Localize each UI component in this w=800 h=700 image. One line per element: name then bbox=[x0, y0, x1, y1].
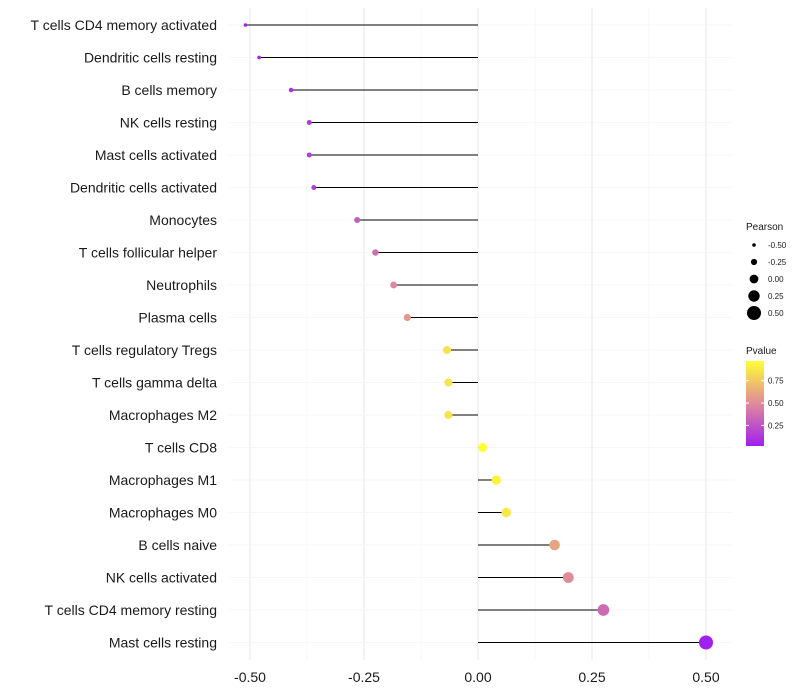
size-legend-label: 0.50 bbox=[768, 309, 784, 318]
data-point bbox=[478, 443, 488, 452]
category-label: B cells naive bbox=[138, 537, 217, 553]
data-point bbox=[597, 604, 610, 616]
x-tick-label: -0.50 bbox=[234, 669, 266, 685]
category-label: Mast cells activated bbox=[95, 147, 217, 163]
color-legend-label: 0.50 bbox=[768, 399, 784, 408]
data-point bbox=[354, 216, 361, 224]
data-point bbox=[390, 281, 398, 289]
color-legend-ticks: 0.25 0.50 0.75 bbox=[746, 377, 784, 430]
category-label: T cells CD4 memory activated bbox=[31, 17, 217, 33]
category-label: T cells gamma delta bbox=[92, 375, 217, 391]
data-point bbox=[699, 635, 713, 650]
stems-layer bbox=[245, 24, 706, 643]
category-label: Monocytes bbox=[149, 212, 217, 228]
x-tick-label: 0.00 bbox=[464, 669, 491, 685]
data-point bbox=[306, 120, 312, 125]
size-legend-label: 0.25 bbox=[768, 292, 784, 301]
size-legend-items: -0.50 -0.25 0.00 0.25 0.50 bbox=[747, 241, 787, 320]
data-point bbox=[444, 410, 453, 420]
data-point bbox=[549, 539, 560, 551]
data-point bbox=[257, 55, 262, 60]
data-point bbox=[311, 184, 317, 191]
x-tick-label: 0.50 bbox=[692, 669, 719, 685]
category-label: Dendritic cells activated bbox=[70, 180, 217, 196]
points-layer bbox=[243, 23, 713, 650]
data-point bbox=[306, 152, 312, 158]
category-label: T cells CD8 bbox=[145, 440, 217, 456]
x-tick-label: 0.25 bbox=[578, 669, 605, 685]
data-point bbox=[501, 507, 511, 518]
size-legend-title: Pearson bbox=[746, 222, 783, 233]
data-point bbox=[562, 572, 574, 583]
category-label: T cells regulatory Tregs bbox=[72, 342, 217, 358]
data-point bbox=[372, 249, 379, 256]
size-legend-dot bbox=[748, 290, 760, 302]
data-point bbox=[403, 313, 411, 322]
color-legend-label: 0.75 bbox=[768, 377, 784, 386]
color-legend: Pvalue 0.25 0.50 0.75 bbox=[746, 346, 784, 446]
category-label: Macrophages M0 bbox=[109, 505, 217, 521]
category-label: B cells memory bbox=[121, 82, 217, 98]
size-legend-label: 0.00 bbox=[768, 275, 784, 284]
size-legend-label: -0.25 bbox=[768, 258, 787, 267]
category-label: Macrophages M1 bbox=[109, 472, 217, 488]
size-legend-dot bbox=[747, 306, 761, 320]
size-legend-label: -0.50 bbox=[768, 241, 787, 250]
data-point bbox=[491, 475, 501, 485]
size-legend-dot bbox=[750, 258, 758, 266]
color-legend-label: 0.25 bbox=[768, 421, 784, 430]
size-legend-dot bbox=[752, 243, 756, 247]
x-axis-labels: -0.50 -0.25 0.00 0.25 0.50 bbox=[234, 669, 720, 685]
category-label: Plasma cells bbox=[138, 310, 217, 326]
category-label: NK cells resting bbox=[120, 115, 217, 131]
category-label: T cells CD4 memory resting bbox=[45, 602, 217, 618]
size-legend: Pearson -0.50 -0.25 0.00 0.25 0.50 bbox=[746, 222, 787, 320]
category-label: Neutrophils bbox=[146, 277, 217, 293]
x-tick-label: -0.25 bbox=[348, 669, 380, 685]
grid-layer bbox=[229, 8, 733, 660]
size-legend-dot bbox=[749, 274, 759, 284]
category-label: Dendritic cells resting bbox=[84, 50, 217, 66]
category-label: Macrophages M2 bbox=[109, 407, 217, 423]
y-axis-labels: T cells CD4 memory activated Dendritic ce… bbox=[31, 17, 218, 651]
category-label: T cells follicular helper bbox=[79, 245, 218, 261]
data-point bbox=[442, 345, 452, 355]
data-point bbox=[288, 87, 294, 93]
color-legend-title: Pvalue bbox=[746, 346, 777, 357]
color-legend-bar bbox=[746, 361, 764, 446]
category-label: NK cells activated bbox=[106, 570, 217, 586]
data-point bbox=[243, 23, 248, 27]
category-label: Mast cells resting bbox=[109, 635, 217, 651]
data-point bbox=[444, 378, 453, 387]
